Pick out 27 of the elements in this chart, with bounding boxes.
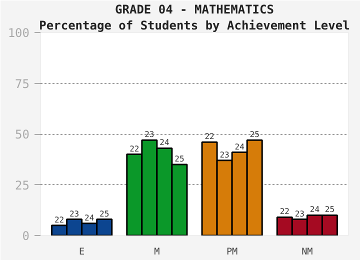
y-tick-label: 100 — [8, 26, 30, 40]
y-tick-label: 0 — [22, 229, 30, 243]
y-tick-label: 50 — [15, 128, 30, 142]
text: 25 — [250, 130, 260, 140]
text: 22 — [130, 144, 140, 154]
y-tick-label: 25 — [15, 178, 30, 192]
x-tick-label: M — [154, 246, 160, 258]
chart-title: GRADE 04 - MATHEMATICS — [115, 2, 274, 16]
text: 24 — [234, 142, 244, 152]
text: 23 — [144, 130, 154, 140]
text: 22 — [280, 207, 290, 216]
x-tick-label: E — [79, 246, 86, 258]
chart-subtitle: Percentage of Students by Achievement Level — [39, 18, 350, 32]
series-label: 25 — [100, 209, 110, 218]
text: 22 — [204, 132, 214, 142]
x-tick-label: PM — [226, 246, 238, 258]
text: 25 — [174, 154, 184, 164]
text: 23 — [294, 209, 304, 218]
text: 25 — [324, 205, 335, 214]
text: 24 — [310, 205, 320, 214]
text: 24 — [160, 138, 170, 148]
series-label: 22 — [54, 215, 64, 224]
y-tick-label: 75 — [15, 76, 30, 91]
text: 23 — [220, 150, 230, 160]
series-label: 23 — [69, 209, 80, 218]
series-label: 24 — [84, 213, 94, 222]
x-tick-label: NM — [302, 246, 314, 258]
